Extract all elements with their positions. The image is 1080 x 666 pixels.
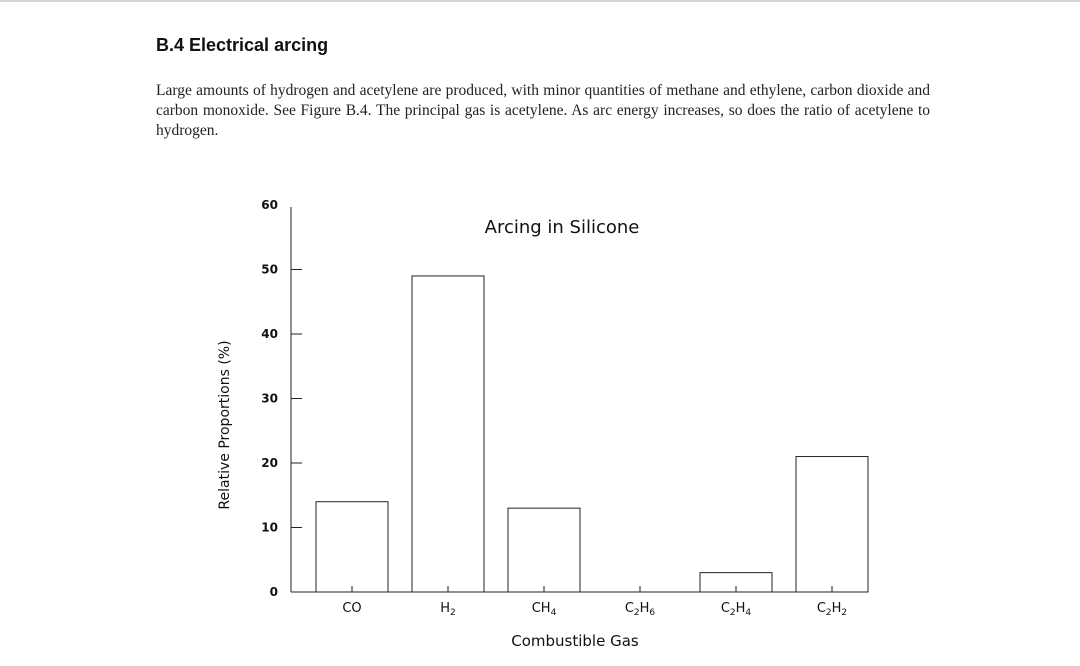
bar-co: [315, 501, 389, 593]
x-tick-label: C2H6: [625, 601, 656, 618]
y-tick-label: 60: [261, 198, 278, 212]
y-tick-label: 10: [261, 521, 278, 535]
bar-c2h2: [795, 456, 869, 593]
bar-h2: [411, 275, 485, 593]
section-heading: B.4 Electrical arcing: [156, 35, 329, 55]
y-axis-label: Relative Proportions (%): [217, 340, 233, 509]
chart-title: Arcing in Silicone: [485, 217, 640, 238]
y-tick-label: 0: [270, 585, 278, 599]
x-tick-label: CH4: [532, 601, 557, 618]
x-tick-label: C2H2: [817, 601, 847, 618]
bar-ch4: [507, 507, 581, 593]
bars: [315, 275, 869, 593]
y-ticks: 0 10 20 30 40 50 60: [261, 198, 302, 599]
top-rule: [0, 0, 1080, 2]
y-tick-label: 40: [261, 327, 278, 341]
section-paragraph: Large amounts of hydrogen and acetylene …: [156, 82, 930, 139]
x-tick-label: C2H4: [721, 601, 752, 618]
y-tick-label: 50: [261, 263, 278, 277]
x-tick-label: CO: [342, 601, 361, 616]
x-axis-label: Combustible Gas: [511, 632, 639, 650]
y-tick-label: 30: [261, 392, 278, 406]
x-tick-label: H2: [440, 601, 456, 618]
y-tick-label: 20: [261, 456, 278, 470]
x-ticks: CO H2 CH4 C2H6 C2H4 C2H2: [342, 586, 847, 618]
